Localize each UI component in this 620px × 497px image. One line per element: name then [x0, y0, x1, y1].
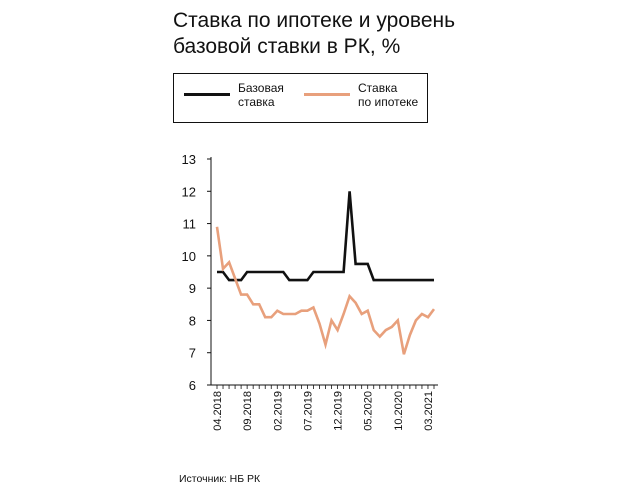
- x-tick-label: 05.2020: [363, 391, 375, 431]
- source-note: Источник: НБ РК: [179, 473, 261, 485]
- chart-title: Ставка по ипотеке и уровень базовой став…: [173, 9, 456, 58]
- x-tick-label: 04.2018: [212, 391, 224, 431]
- y-tick-label: 6: [189, 378, 196, 393]
- y-tick-label: 9: [189, 281, 196, 296]
- x-tick-label: 03.2021: [423, 391, 435, 431]
- legend-label-base-rate: Базовая ставка: [238, 81, 284, 109]
- series-line-base-rate: [217, 191, 434, 282]
- legend-label-mortgage-rate: Ставка по ипотеке: [358, 81, 419, 109]
- x-tick-label: 07.2019: [302, 391, 314, 431]
- y-tick-label: 12: [182, 184, 196, 199]
- legend-swatch-base-rate: [184, 93, 230, 96]
- x-tick-label: 12.2019: [333, 391, 345, 431]
- y-tick-label: 8: [189, 313, 196, 328]
- y-tick-label: 11: [183, 217, 197, 232]
- legend-item-mortgage-rate: Ставка по ипотеке: [304, 81, 428, 109]
- x-tick-label: 02.2019: [272, 391, 284, 431]
- legend-swatch-mortgage-rate: [304, 93, 350, 96]
- legend-item-base-rate: Базовая ставка: [184, 81, 308, 109]
- series-line-mortgage-rate: [215, 226, 436, 355]
- y-tick-label: 7: [189, 346, 196, 361]
- x-tick-label: 10.2020: [393, 391, 405, 431]
- y-tick-label: 10: [182, 249, 196, 264]
- legend: Базовая ставка Ставка по ипотеке: [173, 73, 428, 123]
- y-tick-label: 13: [182, 152, 196, 167]
- x-tick-label: 09.2018: [242, 391, 254, 431]
